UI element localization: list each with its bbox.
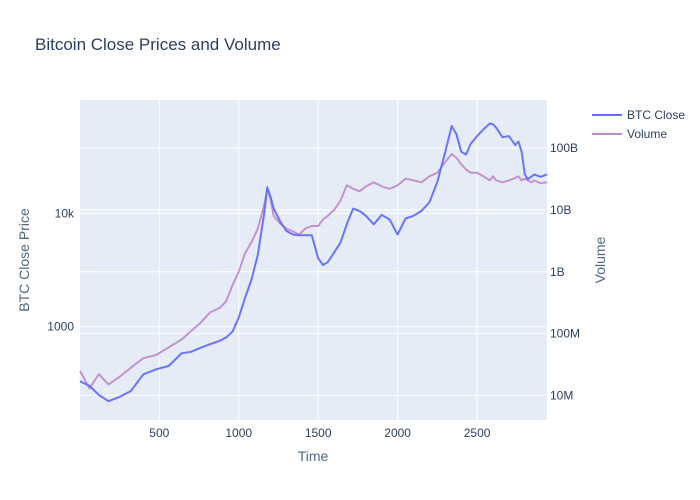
series-layer [79, 122, 548, 403]
x-tick-label: 1000 [225, 426, 252, 440]
y-axis-label: BTC Close Price [16, 208, 32, 312]
chart-title: Bitcoin Close Prices and Volume [35, 35, 281, 54]
y2-tick-label: 10B [550, 203, 571, 217]
y2-axis-label: Volume [592, 236, 608, 283]
y2-tick-label: 10M [550, 388, 573, 402]
y2-tick-label: 100B [550, 141, 578, 155]
legend-label: BTC Close [627, 108, 685, 122]
x-axis-label: Time [298, 448, 329, 464]
plot-area [80, 100, 547, 420]
y2-tick-label: 100M [550, 327, 580, 341]
x-tick-label: 1500 [305, 426, 332, 440]
series-line-1 [79, 122, 548, 403]
legend-label: Volume [627, 127, 667, 141]
x-tick-label: 500 [149, 426, 169, 440]
series-line-2 [79, 153, 548, 390]
x-tick-label: 2500 [464, 426, 491, 440]
x-tick-label: 2000 [384, 426, 411, 440]
y-tick-label: 1000 [47, 320, 74, 334]
legend[interactable]: BTC Close Volume [592, 108, 685, 141]
y-tick-label: 10k [55, 206, 75, 220]
y2-tick-label: 1B [550, 265, 565, 279]
legend-item-2[interactable]: Volume [592, 127, 667, 141]
legend-item-1[interactable]: BTC Close [592, 108, 685, 122]
tick-layer: 500 1000 1500 2000 2500 1000 10k 10M 100M 1B 10B 10… [47, 141, 580, 440]
